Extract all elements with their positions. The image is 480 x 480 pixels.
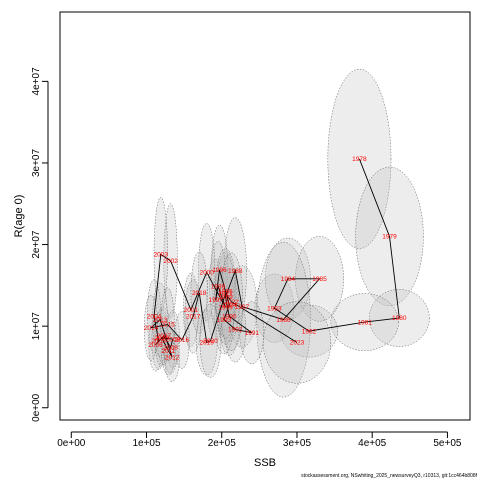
year-label-1998: 1998 [211,283,226,290]
year-label-2020: 2020 [203,338,218,345]
y-tick-label-3: 3e+07 [31,149,42,178]
year-label-1995: 1995 [218,288,233,295]
y-tick-label-0: 0e+00 [31,393,42,422]
year-label-2022: 2022 [224,299,239,306]
year-label-2004: 2004 [147,314,162,321]
y-tick-label-2: 2e+07 [31,230,42,259]
x-tick-label-1: 1e+05 [132,438,161,449]
year-label-1992: 1992 [228,327,243,334]
year-label-1988: 1988 [228,268,243,275]
year-label-1983: 1983 [267,305,282,312]
year-label-2001: 2001 [184,307,199,314]
year-label-1999: 1999 [218,305,233,312]
year-trajectory [149,158,400,358]
year-label-1979: 1979 [382,234,397,241]
x-axis-label: SSB [254,457,276,469]
year-label-2012: 2012 [165,354,180,361]
year-label-1982: 1982 [302,328,317,335]
year-label-2011: 2011 [161,348,175,355]
year-labels: 1978 1979 1980 1981 1982 1983 1984 1985 1986 1987… [144,156,407,361]
x-tick-label-2: 2e+05 [208,438,237,449]
year-label-1980: 1980 [392,315,407,322]
year-label-2014: 2014 [144,325,159,332]
x-axis: 0e+00 1e+05 2e+05 3e+05 4e+05 5e+05 [57,431,462,449]
ellipse-1997 [206,258,226,342]
x-tick-label-5: 5e+05 [433,438,462,449]
year-label-2006: 2006 [148,342,163,349]
year-label-2005: 2005 [151,338,166,345]
y-tick-label-1: 1e+07 [31,312,42,341]
year-label-1985: 1985 [312,276,327,283]
year-label-1989: 1989 [218,294,233,301]
year-label-2021: 2021 [218,291,233,298]
ellipse-1978 [327,68,392,249]
plot-frame [59,11,471,421]
year-label-2016: 2016 [175,337,190,344]
year-label-2008: 2008 [163,345,178,352]
year-label-1993: 1993 [217,317,232,324]
x-tick-label-4: 4e+05 [358,438,387,449]
year-label-2019: 2019 [199,340,214,347]
x-tick-label-3: 3e+05 [283,438,312,449]
year-label-1991: 1991 [245,330,260,337]
year-label-1997: 1997 [208,297,223,304]
year-label-1986: 1986 [276,317,291,324]
year-label-1984: 1984 [281,276,296,283]
year-label-1994: 1994 [222,302,237,309]
year-label-2013: 2013 [153,317,168,324]
footer-caption: stockassessment.org, NSwhiting_2025_news… [301,473,478,479]
year-label-1990: 1990 [222,314,237,321]
year-label-1996: 1996 [212,267,227,274]
year-label-1981: 1981 [357,319,372,326]
y-axis: 0e+00 1e+07 2e+07 3e+07 4e+07 [31,67,49,422]
year-label-2000: 2000 [199,270,214,277]
x-tick-label-0: 0e+00 [57,438,86,449]
y-axis-label: R(age 0) [13,195,25,238]
trajectory-line [149,158,400,358]
year-label-2018: 2018 [192,290,207,297]
year-label-2002: 2002 [163,258,178,265]
year-label-1987: 1987 [235,304,250,311]
year-label-2017: 2017 [186,314,201,321]
year-label-2023: 2023 [290,340,305,347]
year-label-2010: 2010 [154,335,169,342]
year-label-2007: 2007 [157,333,172,340]
year-label-1978: 1978 [352,156,367,163]
y-tick-label-4: 4e+07 [31,67,42,96]
year-label-2009: 2009 [166,336,181,343]
year-label-2015: 2015 [160,322,175,329]
year-label-2003: 2003 [154,252,169,259]
